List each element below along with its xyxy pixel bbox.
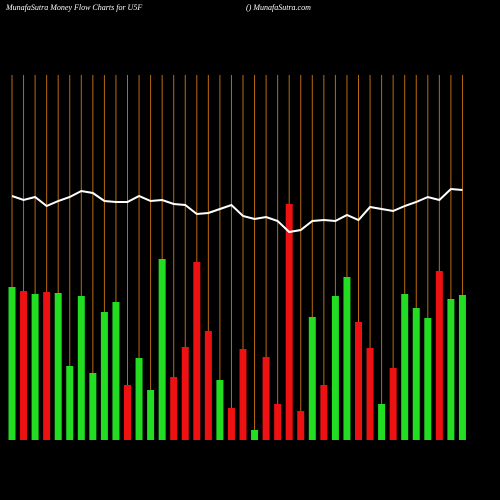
bar (297, 411, 305, 440)
bar (31, 294, 39, 440)
bar (331, 296, 339, 440)
bar (54, 293, 62, 440)
bar (181, 347, 189, 440)
bar (424, 318, 432, 440)
bar (8, 287, 16, 440)
bar (285, 204, 293, 440)
bar (239, 349, 247, 440)
bar (43, 292, 51, 440)
bar (343, 277, 351, 440)
chart-title: MunafaSutra Money Flow Charts for U5F (5, 3, 142, 12)
bar (112, 302, 120, 440)
bar (435, 271, 443, 440)
bar (274, 404, 282, 440)
bar (77, 296, 85, 440)
bar (89, 373, 97, 440)
bar (366, 348, 374, 440)
bar (147, 390, 155, 440)
bar (458, 295, 466, 440)
bar (447, 299, 455, 440)
bar (216, 380, 224, 440)
bar (251, 430, 259, 440)
bar (66, 366, 74, 440)
bar (378, 404, 386, 440)
bar (320, 385, 328, 440)
bar (227, 408, 235, 440)
bar (389, 368, 397, 440)
bar (135, 358, 143, 440)
bar (355, 322, 362, 440)
bar (100, 312, 108, 440)
bar (412, 308, 420, 440)
bar (193, 262, 201, 440)
money-flow-line (11, 187, 463, 234)
bar (401, 294, 409, 440)
bar (170, 377, 178, 440)
bar (262, 357, 270, 440)
bar (308, 317, 316, 440)
bar (20, 291, 28, 440)
bar (124, 385, 131, 440)
chart-subtitle: () MunafaSutra.com (246, 3, 311, 12)
bar (158, 259, 166, 440)
bar (204, 331, 212, 440)
